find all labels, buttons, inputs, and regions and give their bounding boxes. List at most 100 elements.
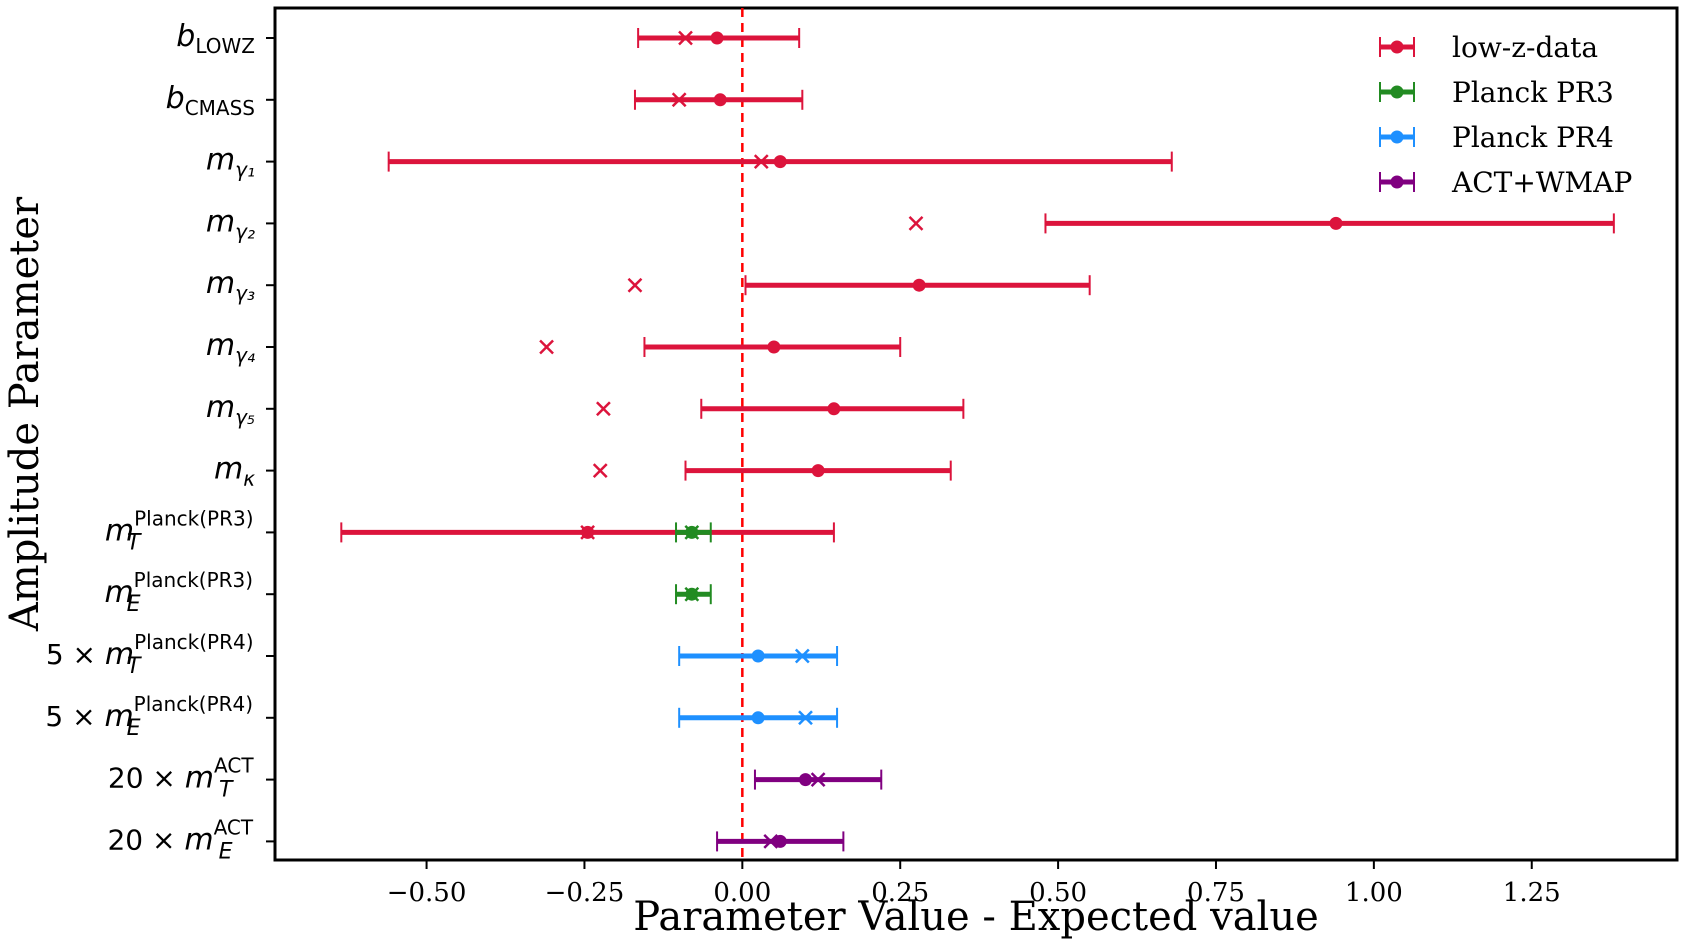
legend-label: ACT+WMAP bbox=[1451, 166, 1632, 199]
x-tick-label: 1.00 bbox=[1345, 878, 1403, 908]
data-point bbox=[912, 278, 926, 292]
legend-label: Planck PR3 bbox=[1452, 76, 1614, 109]
x-tick-label: 0.50 bbox=[1029, 878, 1087, 908]
y-category-label: mγ₄ bbox=[206, 328, 255, 367]
label-subscript: E bbox=[127, 716, 141, 741]
expected-marker bbox=[810, 772, 826, 787]
expected-marker bbox=[627, 277, 643, 293]
errorbar-low-z-data bbox=[908, 213, 1615, 234]
label-superscript: ACT bbox=[214, 754, 254, 778]
data-marks bbox=[340, 28, 1615, 852]
y-category-label: mγ₃ bbox=[206, 266, 255, 305]
expected-marker bbox=[671, 92, 687, 108]
expected-marker bbox=[678, 30, 693, 46]
label-base: m bbox=[206, 328, 235, 363]
y-category-label: 5 × mPlanck(PR4)T​ bbox=[46, 630, 254, 679]
expected-marker bbox=[580, 525, 595, 540]
errorbar-low-z-data bbox=[592, 460, 952, 481]
y-category-label: mPlanck(PR3)E​ bbox=[104, 568, 253, 617]
expected-marker bbox=[763, 834, 779, 849]
legend-swatch-dot bbox=[1390, 175, 1404, 189]
data-point bbox=[798, 773, 812, 787]
data-point bbox=[773, 834, 787, 848]
label-subscript: γ₅ bbox=[235, 405, 255, 429]
label-base: m bbox=[206, 390, 235, 425]
label-subscript: γ₁ bbox=[235, 158, 255, 182]
legend-item: Planck PR4 bbox=[1379, 121, 1614, 154]
expected-marker bbox=[684, 586, 700, 602]
expected-marker bbox=[908, 216, 924, 231]
label-subscript: T bbox=[127, 654, 142, 679]
errorbar-act-wmap bbox=[716, 831, 845, 852]
plot-frame bbox=[273, 6, 1679, 862]
data-point bbox=[811, 464, 825, 478]
label-base: m bbox=[184, 822, 213, 857]
x-tick-label: 0.00 bbox=[713, 878, 771, 908]
expected-marker bbox=[753, 154, 769, 169]
expected-marker bbox=[596, 401, 611, 417]
expected-marker bbox=[539, 339, 554, 355]
data-point bbox=[751, 649, 765, 663]
label-base: m bbox=[104, 699, 133, 734]
x-tick-label: 0.25 bbox=[871, 878, 929, 908]
errorbar-low-z-data bbox=[637, 28, 801, 48]
data-point bbox=[751, 711, 765, 725]
x-tick-label: 0.75 bbox=[1187, 878, 1245, 908]
errorbar-planck-pr4 bbox=[678, 707, 839, 728]
legend-label: Planck PR4 bbox=[1452, 121, 1614, 154]
label-superscript: Planck(PR4) bbox=[134, 692, 253, 716]
y-axis-title: Amplitude Parameter bbox=[2, 196, 48, 632]
expected-marker bbox=[684, 525, 700, 540]
label-subscript: κ bbox=[243, 467, 255, 491]
legend-swatch-dot bbox=[1390, 85, 1404, 99]
label-subscript: E bbox=[219, 839, 233, 864]
label-superscript: Planck(PR4) bbox=[134, 630, 253, 654]
label-superscript: Planck(PR3) bbox=[134, 568, 253, 592]
label-base: m bbox=[214, 452, 243, 487]
legend-swatch-dot bbox=[1390, 130, 1404, 144]
data-point bbox=[1329, 216, 1343, 230]
legend-label: low-z-data bbox=[1452, 31, 1598, 64]
label-subscript: T bbox=[219, 778, 234, 803]
errorbar-low-z-data bbox=[633, 89, 804, 110]
data-point bbox=[767, 340, 781, 354]
y-category-label: bLOWZ bbox=[176, 19, 255, 58]
errorbar-low-z-data bbox=[627, 275, 1091, 296]
label-subscript: T bbox=[127, 530, 142, 555]
legend-swatch-dot bbox=[1390, 40, 1404, 54]
data-point bbox=[773, 155, 787, 169]
errorbar-low-z-data bbox=[596, 398, 965, 419]
label-subscript: γ₄ bbox=[235, 343, 255, 367]
category-labels: bLOWZbCMASSmγ₁mγ₂mγ₃mγ₄mγ₅mκmPlanck(PR3)… bbox=[45, 19, 255, 864]
legend-item: ACT+WMAP bbox=[1379, 166, 1632, 199]
label-prefix: 20 × bbox=[108, 762, 185, 795]
label-base: m bbox=[206, 143, 235, 178]
label-superscript: ACT bbox=[214, 815, 254, 839]
label-subscript: γ₂ bbox=[235, 219, 255, 243]
x-tick-label: −0.50 bbox=[387, 878, 467, 908]
label-prefix: 5 × bbox=[46, 638, 105, 671]
legend-item: Planck PR3 bbox=[1379, 76, 1614, 109]
data-point bbox=[713, 93, 727, 107]
label-prefix: 5 × bbox=[45, 700, 104, 733]
label-base: m bbox=[206, 266, 235, 301]
errorbar-planck-pr3 bbox=[675, 584, 712, 605]
axes: −0.50 −0.25 0.00 0.25 0.50 0.75 1.00 1.25 bbox=[266, 6, 1679, 908]
y-category-label: mγ₁ bbox=[206, 143, 255, 182]
y-category-label: mγ₅ bbox=[206, 390, 255, 429]
errorbar-low-z-data bbox=[539, 337, 902, 357]
y-category-label: mPlanck(PR3)T​ bbox=[105, 506, 254, 555]
y-category-label: mκ bbox=[214, 452, 255, 491]
errorbar-planck-pr4 bbox=[678, 646, 839, 666]
expected-marker bbox=[794, 648, 810, 664]
label-base: m bbox=[105, 637, 134, 672]
x-axis-title: Parameter Value - Expected value bbox=[633, 894, 1319, 940]
legend-item: low-z-data bbox=[1379, 31, 1598, 64]
y-category-label: 5 × mPlanck(PR4)E​ bbox=[45, 692, 253, 741]
expected-marker bbox=[798, 710, 813, 726]
errorbar-low-z-data bbox=[340, 522, 835, 543]
